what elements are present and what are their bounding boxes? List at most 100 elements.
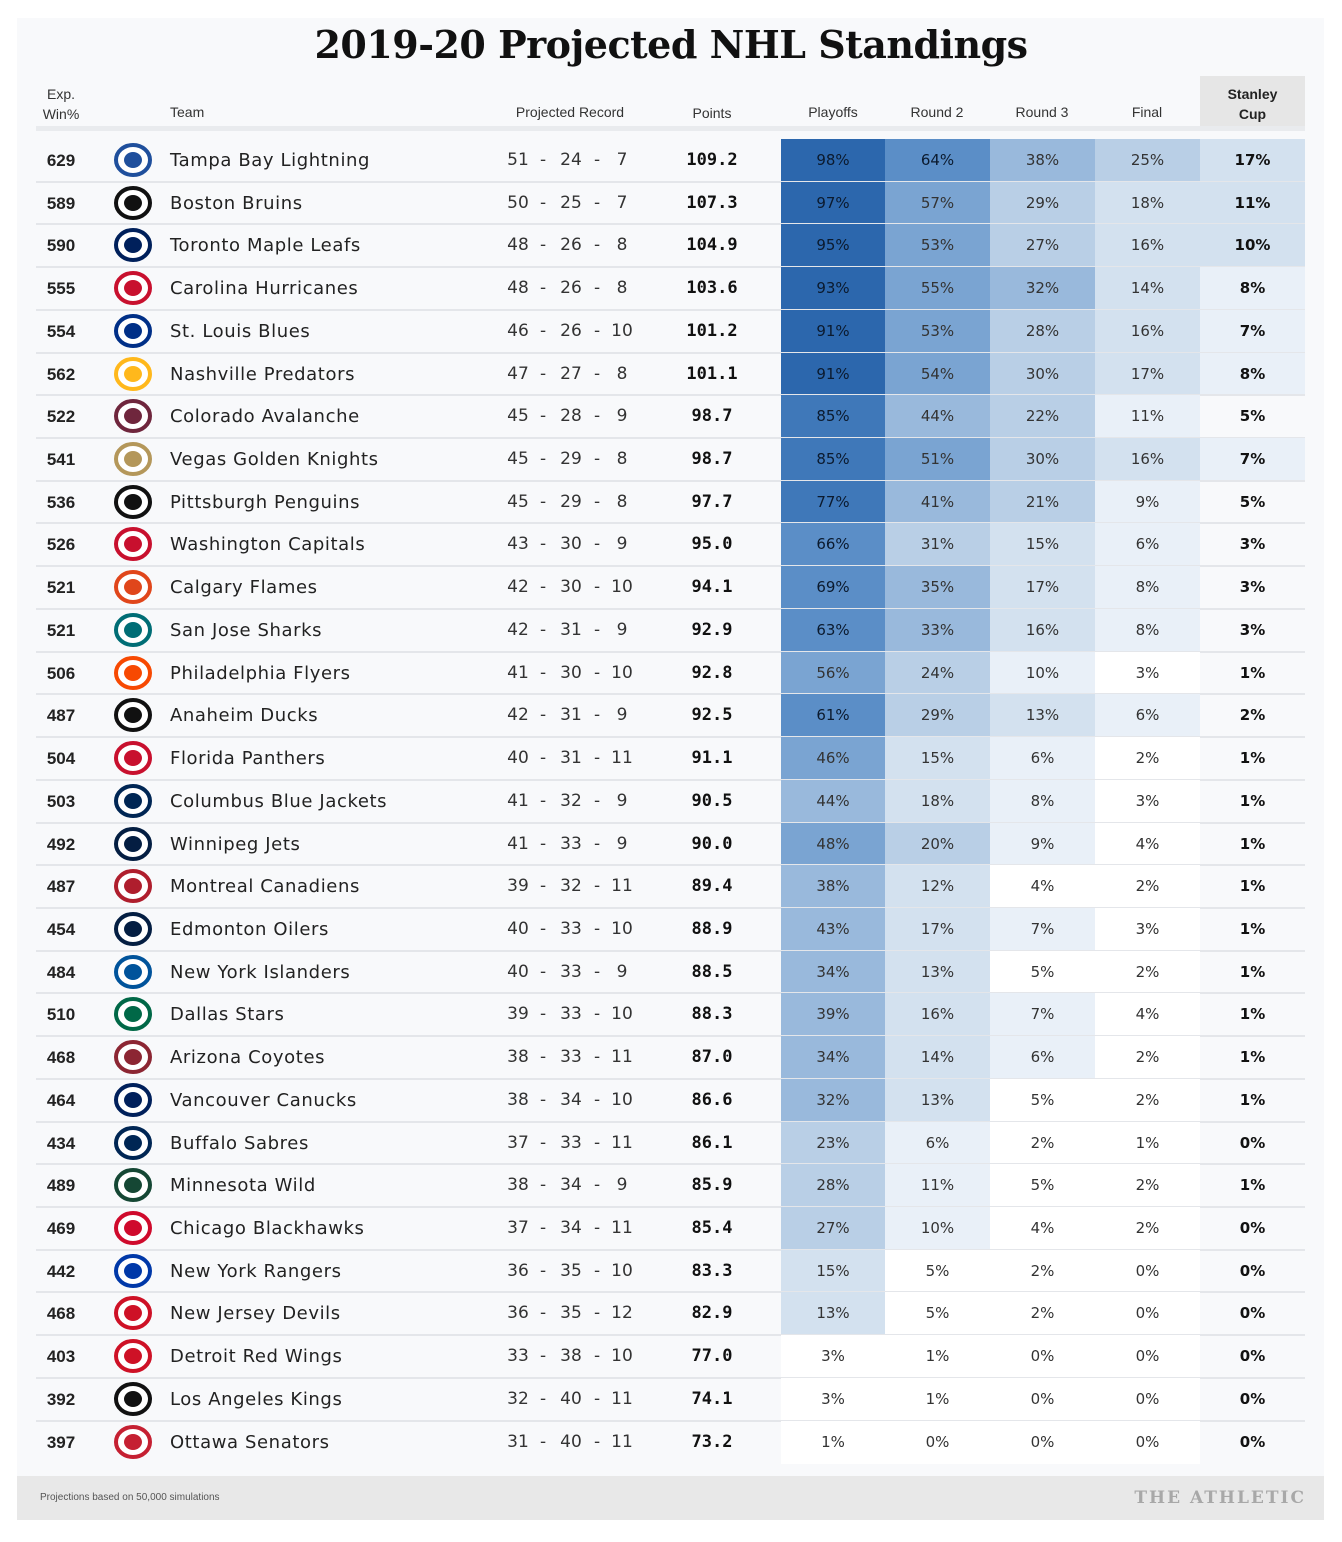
table-row: 44% 18% 8% 3% 1% 503 Columbus Blue Jackets 41-3… — [0, 780, 1342, 823]
record-dash: - — [540, 1261, 547, 1281]
playoffs-cell: 93% — [781, 267, 885, 310]
stanley-cup-cell: 3% — [1239, 578, 1266, 596]
record-dash: - — [594, 193, 601, 213]
round3-cell: 15% — [990, 523, 1095, 566]
playoffs-cell: 27% — [781, 1207, 885, 1250]
vancouver-canucks-logo-icon — [114, 1083, 152, 1117]
record-dash: - — [594, 1004, 601, 1024]
team-name: Montreal Canadiens — [170, 876, 360, 897]
final-cell: 3% — [1095, 780, 1200, 823]
exp-win-pct: 536 — [46, 493, 76, 512]
team-name: Colorado Avalanche — [170, 406, 360, 427]
record-ot: 10 — [611, 919, 633, 939]
record-losses: 30 — [560, 663, 582, 683]
round2-cell: 18% — [885, 780, 990, 823]
team-name: New York Rangers — [170, 1261, 342, 1282]
exp-win-pct: 526 — [46, 535, 76, 554]
table-row: 34% 13% 5% 2% 1% 484 New York Islanders 40-33-9… — [0, 951, 1342, 994]
stanley-cup-cell: 8% — [1200, 267, 1305, 310]
stanley-cup-cell: 0% — [1239, 1390, 1266, 1408]
record-losses: 33 — [560, 919, 582, 939]
exp-win-pct: 403 — [46, 1347, 76, 1366]
stanley-cup-cell: 1% — [1239, 1048, 1266, 1066]
final-cell: 0% — [1095, 1335, 1200, 1378]
exp-win-pct: 442 — [46, 1262, 76, 1281]
record-ot: 9 — [616, 834, 628, 854]
round3-cell: 27% — [990, 224, 1095, 267]
round2-cell: 15% — [885, 737, 990, 780]
record-losses: 31 — [560, 620, 582, 640]
stanley-cup-cell: 0% — [1239, 1347, 1266, 1365]
record-dash: - — [594, 705, 601, 725]
playoffs-cell: 3% — [781, 1378, 885, 1421]
table-row: 1% 0% 0% 0% 0% 397 Ottawa Senators 31-40-11 73.2 — [0, 1421, 1342, 1464]
projected-points: 103.6 — [686, 278, 738, 298]
team-name: New York Islanders — [170, 962, 351, 983]
minnesota-wild-logo-icon — [114, 1168, 152, 1202]
team-name: Chicago Blackhawks — [170, 1218, 365, 1239]
record-dash: - — [594, 791, 601, 811]
record-losses: 24 — [560, 150, 582, 170]
stanley-cup-cell: 1% — [1239, 1176, 1266, 1194]
record-wins: 36 — [507, 1261, 529, 1281]
header-exp-win-pct: Exp. Win% — [36, 84, 86, 124]
header-projected-record: Projected Record — [515, 104, 625, 120]
record-losses: 26 — [560, 235, 582, 255]
record-dash: - — [594, 1175, 601, 1195]
projected-points: 85.9 — [691, 1175, 733, 1195]
team-name: New Jersey Devils — [170, 1303, 341, 1324]
playoffs-cell: 44% — [781, 780, 885, 823]
exp-win-pct: 521 — [46, 621, 76, 640]
brand-logo-text: THE ATHLETIC — [1134, 1488, 1306, 1508]
header-cup-background — [1200, 76, 1305, 130]
final-cell: 14% — [1095, 267, 1200, 310]
record-dash: - — [540, 278, 547, 298]
round3-cell: 8% — [990, 780, 1095, 823]
projected-points: 107.3 — [686, 193, 738, 213]
record-dash: - — [540, 1218, 547, 1238]
record-losses: 34 — [560, 1090, 582, 1110]
header-playoffs: Playoffs — [808, 104, 858, 120]
record-dash: - — [540, 1432, 547, 1452]
detroit-red-wings-logo-icon — [114, 1339, 152, 1373]
team-name: Dallas Stars — [170, 1004, 285, 1025]
washington-capitals-logo-icon — [114, 527, 152, 561]
team-name: Winnipeg Jets — [170, 834, 301, 855]
playoffs-cell: 28% — [781, 1164, 885, 1207]
table-row: 13% 5% 2% 0% 0% 468 New Jersey Devils 36-35-12 8… — [0, 1292, 1342, 1335]
exp-win-pct: 454 — [46, 920, 76, 939]
record-losses: 35 — [560, 1303, 582, 1323]
record-ot: 11 — [611, 1133, 633, 1153]
record-ot: 8 — [616, 449, 628, 469]
record-dash: - — [540, 876, 547, 896]
record-dash: - — [594, 1389, 601, 1409]
record-dash: - — [540, 1004, 547, 1024]
record-dash: - — [540, 406, 547, 426]
record-wins: 40 — [507, 748, 529, 768]
san-jose-sharks-logo-icon — [114, 613, 152, 647]
round2-cell: 5% — [885, 1250, 990, 1293]
header-points: Points — [692, 105, 732, 121]
round3-cell: 22% — [990, 395, 1095, 438]
row-divider — [36, 309, 1305, 311]
round2-cell: 44% — [885, 395, 990, 438]
projected-points: 104.9 — [686, 235, 738, 255]
final-cell: 2% — [1095, 1207, 1200, 1250]
round3-cell: 4% — [990, 1207, 1095, 1250]
record-losses: 31 — [560, 748, 582, 768]
record-dash: - — [540, 748, 547, 768]
table-row: 95% 53% 27% 16% 10% 590 Toronto Maple Leafs 48-… — [0, 224, 1342, 267]
team-name: Anaheim Ducks — [170, 705, 319, 726]
row-divider — [36, 651, 1305, 653]
final-cell: 17% — [1095, 353, 1200, 396]
record-wins: 41 — [507, 663, 529, 683]
record-losses: 35 — [560, 1261, 582, 1281]
ottawa-senators-logo-icon — [114, 1425, 152, 1459]
record-wins: 37 — [507, 1218, 529, 1238]
playoffs-cell: 43% — [781, 908, 885, 951]
record-wins: 32 — [507, 1389, 529, 1409]
nashville-predators-logo-icon — [114, 357, 152, 391]
record-wins: 39 — [507, 1004, 529, 1024]
projected-points: 95.0 — [691, 534, 733, 554]
round3-cell: 32% — [990, 267, 1095, 310]
